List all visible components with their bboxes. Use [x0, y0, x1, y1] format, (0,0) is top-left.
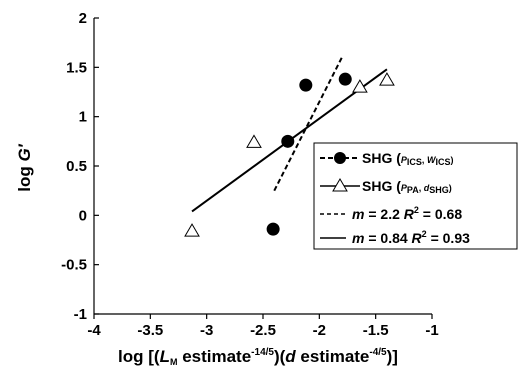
legend-entry-fit-solid: m = 0.84 R2 = 0.93 — [352, 229, 470, 246]
data-point-circle — [299, 78, 313, 92]
legend-box — [313, 142, 518, 250]
data-points — [184, 72, 395, 237]
data-point-circle — [281, 134, 295, 148]
x-tick-label: -2 — [313, 322, 326, 339]
x-tick-label: -4 — [87, 322, 101, 339]
legend-entry-fit-dashed: m = 2.2 R2 = 0.68 — [352, 205, 462, 222]
x-tick-labels: -4 -3.5 -3 -2.5 -2 -1.5 -1 — [87, 322, 438, 339]
x-tick-label: -3.5 — [137, 322, 163, 339]
tick-marks — [93, 17, 433, 319]
legend-entry-shg-pa: SHG (PPA, dSHG) — [362, 178, 452, 195]
y-tick-label: 2 — [79, 10, 87, 27]
x-tick-label: -3 — [200, 322, 213, 339]
y-tick-label: 0.5 — [66, 158, 87, 175]
y-tick-label: -1 — [74, 306, 87, 323]
legend-entry-shg-ics: SHG (PICS, WICS) — [362, 150, 453, 167]
data-point-circle — [266, 222, 280, 236]
y-tick-label: 0 — [79, 207, 87, 224]
y-tick-label: 1.5 — [66, 59, 87, 76]
data-point-circle — [338, 72, 352, 86]
y-tick-label: 1 — [79, 109, 87, 126]
x-tick-label: -1 — [425, 322, 438, 339]
y-tick-labels: -1 -0.5 0 0.5 1 1.5 2 — [61, 10, 87, 323]
data-point-triangle — [379, 72, 395, 86]
data-point-triangle — [246, 134, 262, 148]
legend-marker-triangle — [332, 178, 348, 192]
legend: SHG (PICS, WICS) SHG (PPA, dSHG) m = 2.2… — [313, 142, 518, 250]
data-point-triangle — [352, 79, 368, 93]
data-point-triangle — [184, 223, 200, 237]
y-axis-label: log G′ — [15, 143, 34, 191]
x-axis-label: log [(LM estimate-14/5)(d estimate-4/5)] — [118, 347, 398, 367]
x-tick-label: -1.5 — [363, 322, 389, 339]
legend-marker-circle — [334, 152, 346, 164]
y-tick-label: -0.5 — [61, 257, 87, 274]
fit-line-dashed — [273, 57, 343, 192]
x-tick-label: -2.5 — [250, 322, 276, 339]
